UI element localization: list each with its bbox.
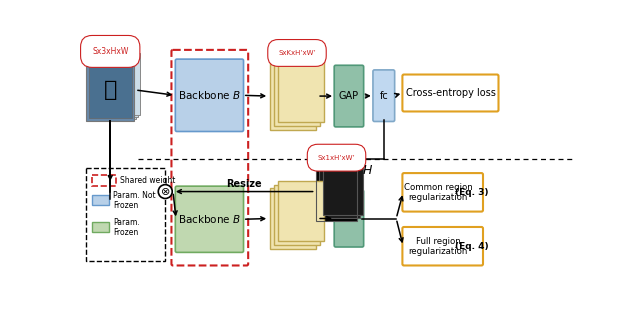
FancyBboxPatch shape	[403, 74, 499, 111]
Bar	[274, 185, 320, 245]
Bar	[316, 167, 356, 221]
FancyBboxPatch shape	[403, 227, 483, 265]
FancyBboxPatch shape	[334, 190, 364, 247]
Text: Common region
regularization: Common region regularization	[404, 182, 472, 202]
Text: Full region
regularization: Full region regularization	[408, 237, 468, 256]
Bar	[92, 222, 109, 232]
Text: (Eq. 3): (Eq. 3)	[456, 188, 489, 197]
Bar	[88, 61, 132, 118]
Bar	[278, 54, 324, 122]
Text: Backbone $B$: Backbone $B$	[178, 213, 241, 225]
Text: (Eq. 4): (Eq. 4)	[455, 242, 489, 251]
Text: Cross-entropy loss: Cross-entropy loss	[406, 88, 495, 98]
Bar	[92, 175, 116, 186]
Bar	[92, 195, 109, 205]
Bar	[86, 59, 134, 121]
Bar	[86, 168, 165, 261]
Bar	[88, 57, 136, 119]
Text: $H$: $H$	[362, 164, 373, 177]
Bar	[274, 58, 320, 126]
Bar	[319, 164, 360, 218]
Bar	[278, 181, 324, 241]
Bar	[92, 53, 140, 115]
Text: GAP: GAP	[339, 213, 359, 223]
Text: Resize: Resize	[227, 179, 262, 189]
Text: 🐦: 🐦	[104, 80, 117, 100]
Text: fc: fc	[380, 91, 388, 101]
Circle shape	[158, 185, 172, 198]
Bar	[270, 62, 316, 130]
FancyBboxPatch shape	[334, 65, 364, 127]
Text: GAP: GAP	[339, 91, 359, 101]
Text: Sx1xH’xW’: Sx1xH’xW’	[317, 155, 355, 161]
Text: $\otimes$: $\otimes$	[160, 186, 170, 197]
Bar	[270, 188, 316, 249]
FancyBboxPatch shape	[403, 173, 483, 212]
Text: Sx3xHxW: Sx3xHxW	[92, 47, 129, 56]
Bar	[323, 161, 363, 215]
Bar	[90, 55, 138, 117]
Text: Backbone $B$: Backbone $B$	[178, 89, 241, 101]
FancyBboxPatch shape	[175, 59, 244, 131]
Text: SxKxH’xW’: SxKxH’xW’	[278, 50, 316, 56]
Text: Param. Not
Frozen: Param. Not Frozen	[113, 191, 156, 210]
Text: Shared weight: Shared weight	[120, 176, 175, 185]
FancyBboxPatch shape	[175, 186, 244, 252]
Text: Param.
Frozen: Param. Frozen	[113, 218, 140, 237]
FancyBboxPatch shape	[373, 70, 395, 121]
